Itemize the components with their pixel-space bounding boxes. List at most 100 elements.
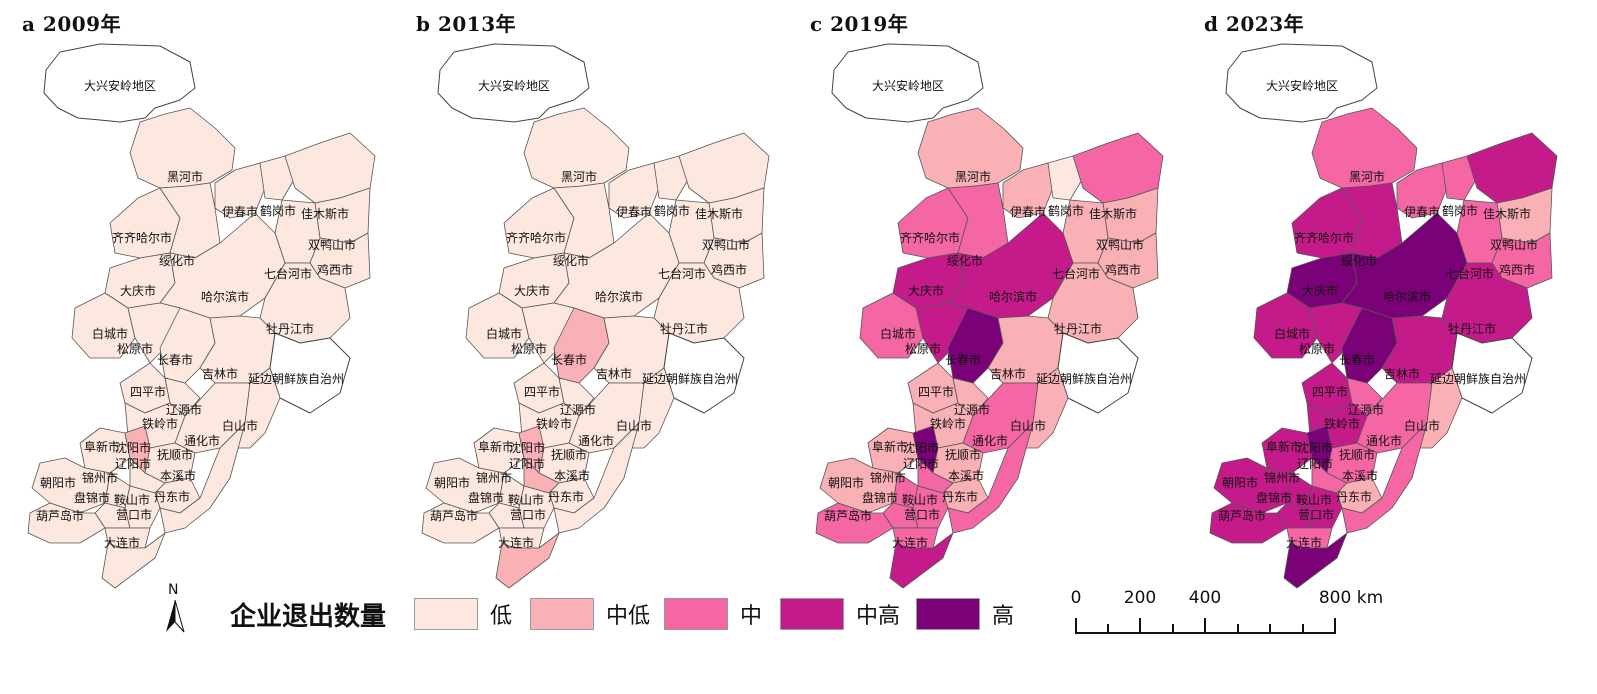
city-label: 鸡西市 <box>317 262 353 277</box>
city-label: 双鸭山市 <box>1096 237 1144 252</box>
city-label: 吉林市 <box>202 366 238 381</box>
city-label: 白城市 <box>1274 326 1310 341</box>
city-label: 辽阳市 <box>903 456 939 471</box>
north-arrow-icon <box>166 599 185 633</box>
city-label: 齐齐哈尔市 <box>900 230 960 245</box>
city-label: 松原市 <box>905 341 941 356</box>
city-label: 吉林市 <box>596 366 632 381</box>
city-label: 牡丹江市 <box>660 321 708 336</box>
city-label: 牡丹江市 <box>1448 321 1496 336</box>
city-label: 营口市 <box>1298 507 1334 522</box>
north-arrow-letter: N <box>168 582 179 598</box>
panel-title-2023: d 2023年 <box>1204 12 1305 36</box>
city-label: 白山市 <box>222 418 258 433</box>
city-label: 营口市 <box>116 507 152 522</box>
city-label: 佳木斯市 <box>695 206 743 221</box>
region-丹东市 <box>553 422 640 534</box>
city-label: 铁岭市 <box>142 416 178 431</box>
city-label: 长春市 <box>551 352 587 367</box>
city-label: 沈阳市 <box>1297 440 1333 455</box>
city-label: 锦州市 <box>82 470 118 485</box>
city-label: 延边朝鲜族自治州 <box>642 372 738 386</box>
panel-title-2019: c 2019年 <box>810 12 909 36</box>
city-label: 沈阳市 <box>509 440 545 455</box>
city-label: 鞍山市 <box>114 492 150 507</box>
city-label: 阜新市 <box>478 439 514 454</box>
city-label: 长春市 <box>157 352 193 367</box>
scale-tick <box>1269 624 1271 634</box>
city-label: 朝阳市 <box>1222 475 1258 490</box>
city-label: 大连市 <box>498 535 534 550</box>
city-label: 鹤岗市 <box>654 203 690 218</box>
city-label: 双鸭山市 <box>308 237 356 252</box>
city-label: 沈阳市 <box>115 440 151 455</box>
city-label: 齐齐哈尔市 <box>1294 230 1354 245</box>
city-label: 辽源市 <box>560 402 596 417</box>
legend-label-low: 低 <box>490 604 513 629</box>
city-label: 松原市 <box>1299 341 1335 356</box>
city-label: 七台河市 <box>1446 266 1494 281</box>
city-label: 沈阳市 <box>903 440 939 455</box>
city-label: 锦州市 <box>1264 470 1300 485</box>
city-label: 阜新市 <box>84 439 120 454</box>
legend-label-high: 高 <box>992 604 1015 629</box>
scale-label-200: 200 <box>1123 588 1157 608</box>
region-辽源市 <box>164 377 201 417</box>
legend-label-mid-high: 中高 <box>856 604 901 629</box>
region-黑河市 <box>1311 107 1418 189</box>
city-label: 葫芦岛市 <box>824 508 872 523</box>
city-label: 四平市 <box>524 384 560 399</box>
scale-bar: 0 200 400 800 km <box>1068 588 1383 644</box>
city-label: 葫芦岛市 <box>1218 508 1266 523</box>
city-label: 双鸭山市 <box>702 237 750 252</box>
city-label: 白山市 <box>1404 418 1440 433</box>
legend-item-mid: 中 <box>664 598 762 630</box>
city-label: 七台河市 <box>1052 266 1100 281</box>
city-label: 铁岭市 <box>536 416 572 431</box>
scale-tick <box>1075 618 1077 634</box>
region-大兴安岭地区 <box>1225 43 1378 123</box>
scale-tick <box>1204 618 1206 634</box>
scale-tick <box>1237 624 1239 634</box>
region-白城市 <box>859 292 924 359</box>
city-label: 白城市 <box>880 326 916 341</box>
city-label: 绥化市 <box>1341 253 1377 268</box>
city-label: 抚顺市 <box>945 447 981 462</box>
city-label: 白山市 <box>1010 418 1046 433</box>
region-辽源市 <box>952 377 989 417</box>
city-label: 伊春市 <box>1404 204 1440 219</box>
city-label: 铁岭市 <box>930 416 966 431</box>
city-label: 辽源市 <box>1348 402 1384 417</box>
region-伊春市 <box>1002 162 1054 219</box>
city-label: 齐齐哈尔市 <box>112 230 172 245</box>
city-label: 锦州市 <box>476 470 512 485</box>
city-label: 鞍山市 <box>1296 492 1332 507</box>
city-label: 白山市 <box>616 418 652 433</box>
city-label: 延边朝鲜族自治州 <box>1430 372 1526 386</box>
city-label: 丹东市 <box>942 489 978 504</box>
city-label: 四平市 <box>130 384 166 399</box>
region-黑河市 <box>917 107 1024 189</box>
region-伊春市 <box>214 162 266 219</box>
legend-title: 企业退出数量 <box>230 602 387 632</box>
scale-tick <box>1302 624 1304 634</box>
city-label: 大兴安岭地区 <box>84 78 156 93</box>
region-大兴安岭地区 <box>437 43 590 123</box>
city-label: 大兴安岭地区 <box>478 78 550 93</box>
city-label: 鹤岗市 <box>1048 203 1084 218</box>
city-label: 盘锦市 <box>862 490 898 505</box>
city-label: 大连市 <box>1286 535 1322 550</box>
scale-line <box>1076 632 1336 634</box>
city-label: 辽阳市 <box>1297 456 1333 471</box>
city-label: 营口市 <box>510 507 546 522</box>
city-label: 牡丹江市 <box>266 321 314 336</box>
region-丹东市 <box>1341 422 1428 534</box>
legend-label-mid: 中 <box>740 604 763 629</box>
city-label: 营口市 <box>904 507 940 522</box>
legend-item-low: 低 <box>414 598 512 630</box>
city-label: 通化市 <box>972 433 1008 448</box>
legend-label-mid-low: 中低 <box>606 604 651 629</box>
